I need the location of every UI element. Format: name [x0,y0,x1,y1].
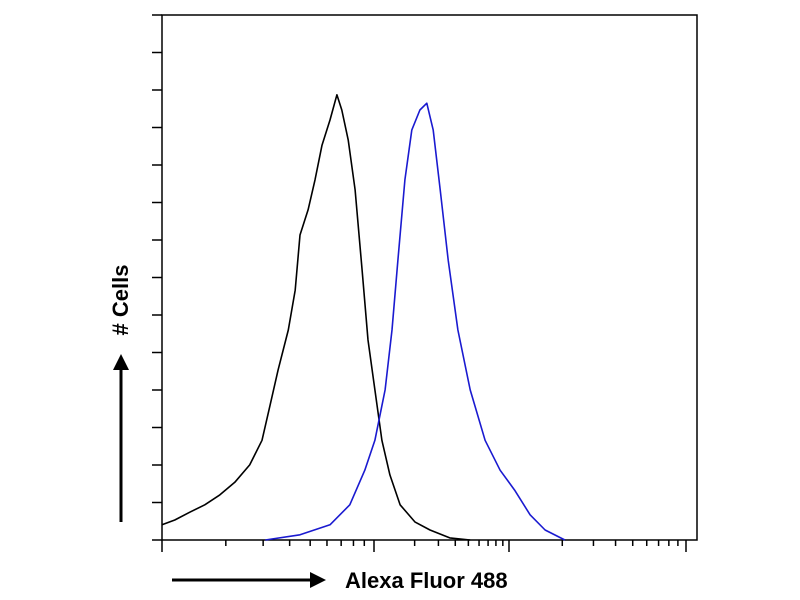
y-axis-label: # Cells [108,265,133,336]
x-arrow-head [310,572,326,588]
y-arrow-head [113,354,129,370]
histogram-line [161,94,471,541]
x-axis-label: Alexa Fluor 488 [345,568,508,593]
plot-frame [161,14,698,541]
axis-ticks [152,14,687,552]
histogram-line [265,102,566,541]
